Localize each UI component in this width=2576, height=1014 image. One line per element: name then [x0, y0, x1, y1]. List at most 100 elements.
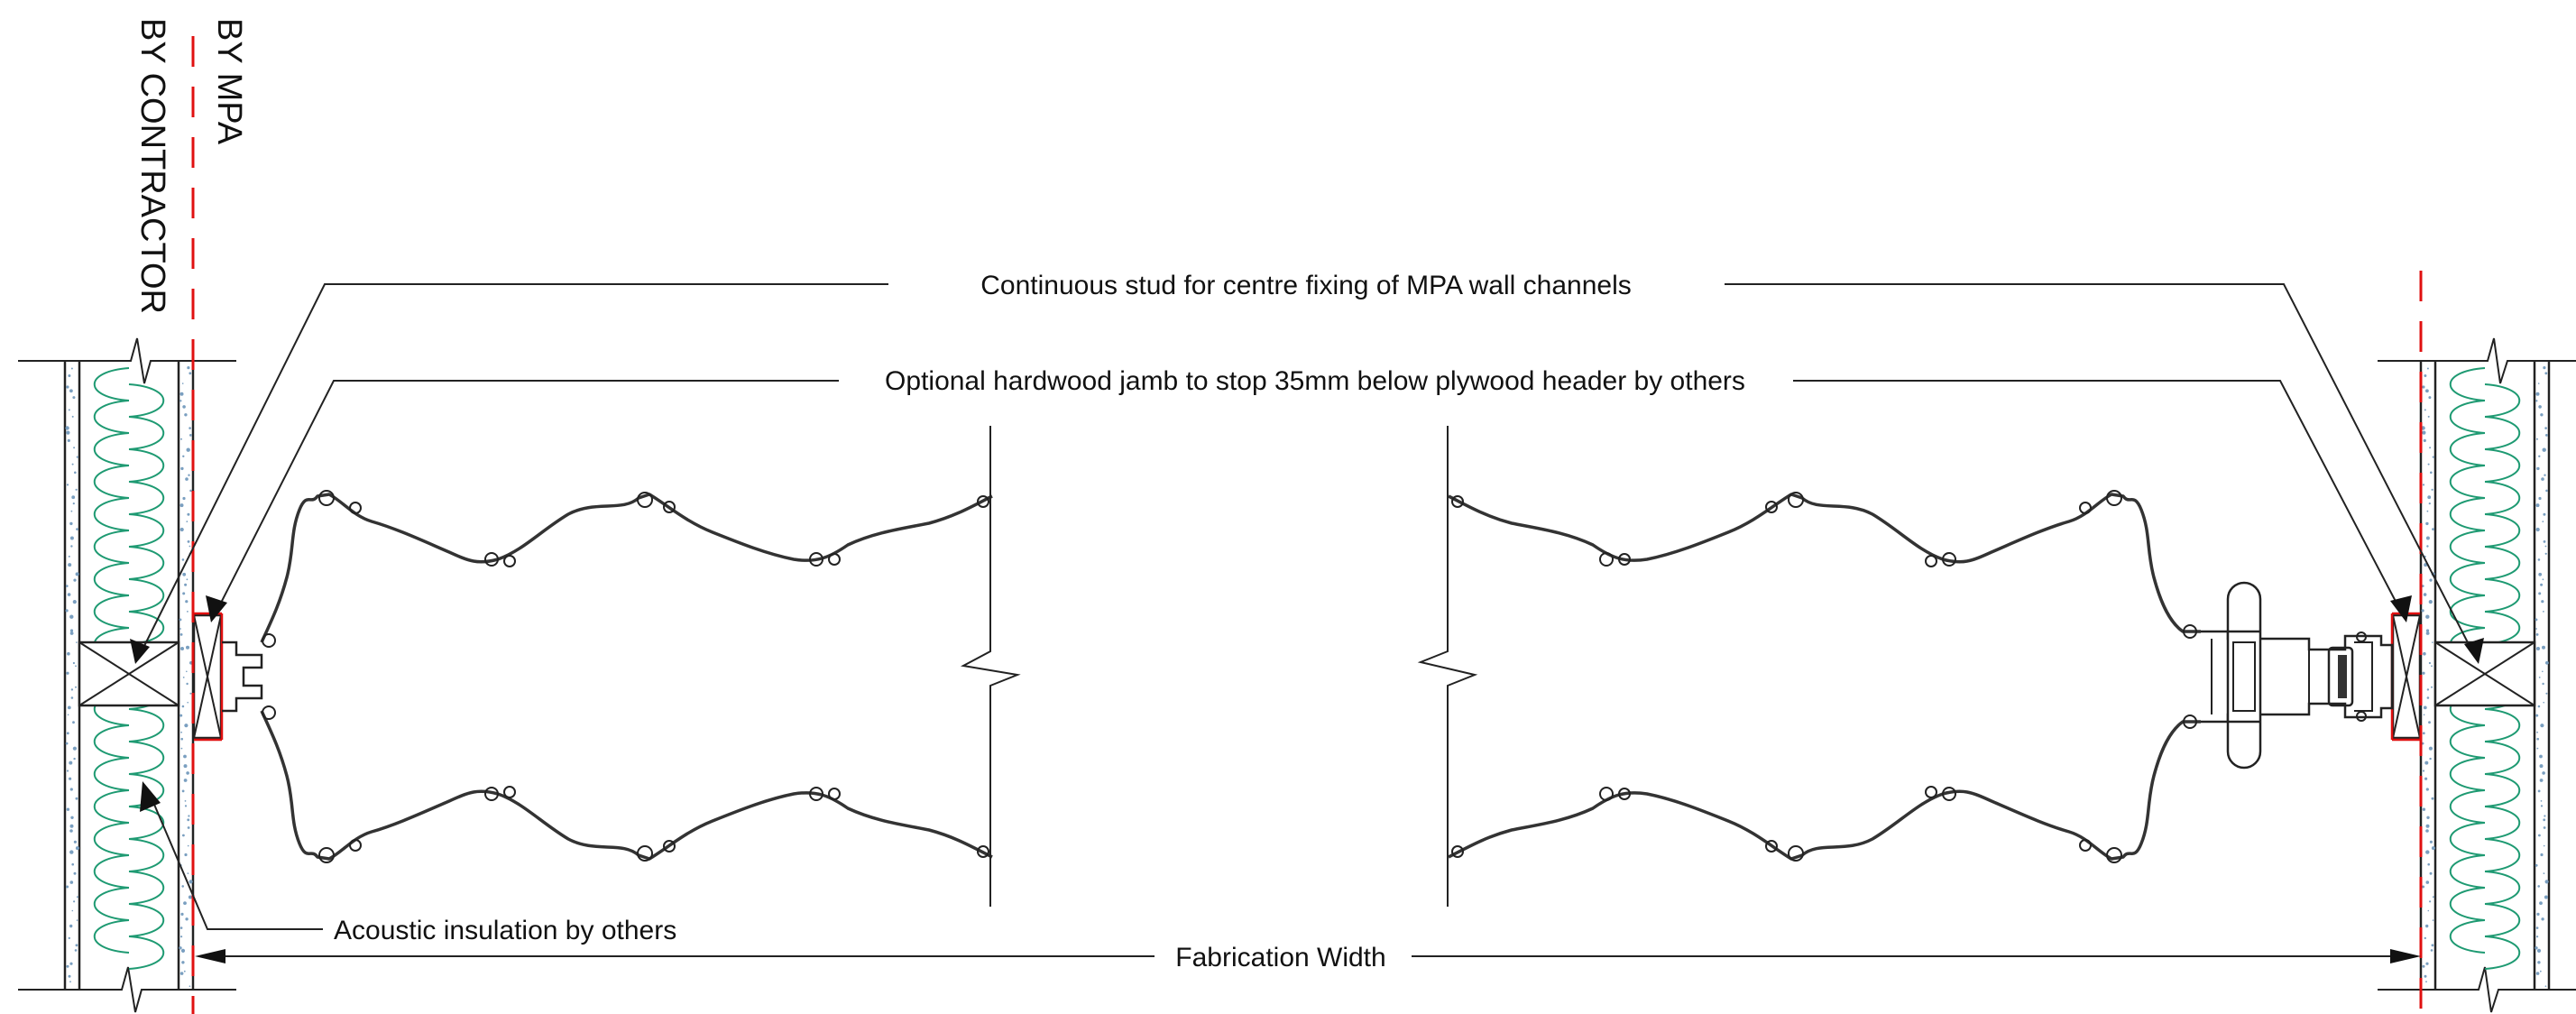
speckle-dot	[187, 844, 189, 847]
speckle-dot	[65, 609, 69, 613]
speckle-dot	[186, 578, 189, 581]
speckle-dot	[73, 578, 77, 582]
speckle-dot	[2426, 545, 2429, 548]
speckle-dot	[2421, 609, 2424, 613]
speckle-dot	[69, 536, 74, 540]
speckle-dot	[187, 611, 189, 613]
speckle-dot	[2538, 455, 2541, 457]
speckle-dot	[2428, 746, 2433, 751]
speckle-dot	[2538, 405, 2542, 409]
speckle-dot	[66, 671, 69, 675]
speckle-dot	[67, 705, 71, 710]
speckle-dot	[2425, 521, 2429, 526]
speckle-dot	[68, 974, 71, 978]
speckle-dot	[72, 661, 75, 665]
speckle-dot	[69, 880, 74, 884]
speckle-dot	[2535, 946, 2538, 950]
speckle-dot	[2536, 936, 2539, 938]
speckle-dot	[67, 593, 71, 596]
label-by-contractor: BY CONTRACTOR	[133, 18, 171, 314]
speckle-dot	[2545, 489, 2548, 493]
speckle-dot	[2536, 948, 2542, 953]
speckle-dot	[2539, 754, 2543, 759]
speckle-dot	[66, 807, 70, 811]
speckle-dot	[179, 972, 184, 975]
speckle-dot	[71, 909, 74, 912]
speckle-dot	[2427, 415, 2430, 418]
speckle-dot	[180, 647, 184, 650]
speckle-dot	[2536, 912, 2540, 917]
speckle-dot	[184, 853, 188, 857]
speckle-dot	[179, 714, 183, 717]
speckle-dot	[69, 824, 74, 828]
speckle-dot	[2425, 629, 2430, 632]
leader-lines	[130, 283, 2484, 963]
speckle-dot	[183, 901, 187, 905]
speckle-dot	[2426, 367, 2429, 370]
speckle-dot	[187, 818, 190, 822]
break-line-right-panel	[1417, 426, 1478, 907]
speckle-dot	[76, 528, 78, 530]
speckle-dot	[180, 747, 183, 750]
speckle-dot	[2423, 714, 2425, 716]
speckle-dot	[2429, 900, 2432, 903]
speckle-dot	[2432, 456, 2434, 458]
speckle-dot	[181, 705, 185, 708]
speckle-dot	[186, 447, 190, 452]
speckle-dot	[73, 900, 76, 903]
speckle-dot	[65, 426, 69, 430]
speckle-dot	[2422, 671, 2425, 675]
speckle-dot	[2535, 618, 2538, 622]
plaster-speckle	[65, 366, 193, 987]
speckle-dot	[2535, 527, 2540, 532]
speckle-dot	[182, 405, 186, 409]
speckle-dot	[2542, 447, 2546, 452]
speckle-dot	[2540, 800, 2543, 802]
speckle-dot	[2537, 705, 2541, 708]
speckle-dot	[2544, 372, 2548, 375]
left-panel-leaf	[260, 426, 1021, 907]
speckle-dot	[179, 926, 183, 929]
speckle-dot	[2539, 764, 2544, 769]
speckle-dot	[182, 834, 185, 837]
speckle-dot	[183, 779, 188, 782]
speckle-dot	[184, 800, 187, 802]
speckle-dot	[186, 771, 189, 775]
speckle-dot	[2425, 614, 2430, 619]
speckle-dot	[2425, 924, 2429, 928]
speckle-dot	[184, 583, 188, 586]
speckle-dot	[65, 742, 69, 745]
speckle-dot	[70, 688, 74, 691]
speckle-dot	[189, 692, 192, 695]
speckle-dot	[180, 936, 183, 938]
speckle-dot	[68, 374, 71, 377]
speckle-dot	[68, 409, 70, 411]
speckle-dot	[186, 645, 189, 650]
speckle-dot	[2422, 484, 2425, 486]
speckle-dot	[179, 628, 181, 630]
speckle-dot	[69, 981, 71, 983]
speckle-dot	[2429, 757, 2432, 760]
speckle-dot	[2543, 844, 2545, 847]
speckle-dot	[68, 555, 70, 558]
speckle-dot	[2545, 692, 2548, 695]
lead-post	[2201, 581, 2394, 770]
speckle-dot	[180, 912, 184, 917]
speckle-dot	[76, 456, 78, 458]
speckle-dot	[187, 872, 189, 874]
speckle-dot	[189, 434, 192, 437]
speckle-dot	[179, 618, 182, 622]
plaster-speckle-right	[2421, 366, 2549, 987]
speckle-dot	[2424, 374, 2427, 377]
speckle-dot	[179, 946, 182, 950]
speckle-dot	[2543, 818, 2546, 822]
speckle-dot	[186, 521, 189, 522]
speckle-dot	[183, 754, 187, 759]
speckle-dot	[189, 489, 192, 493]
speckle-dot	[2535, 633, 2539, 636]
speckle-dot	[2427, 909, 2430, 912]
speckle-dot	[2426, 510, 2429, 512]
speckle-dot	[75, 944, 78, 947]
speckle-dot	[71, 415, 74, 418]
speckle-dot	[2540, 724, 2544, 728]
